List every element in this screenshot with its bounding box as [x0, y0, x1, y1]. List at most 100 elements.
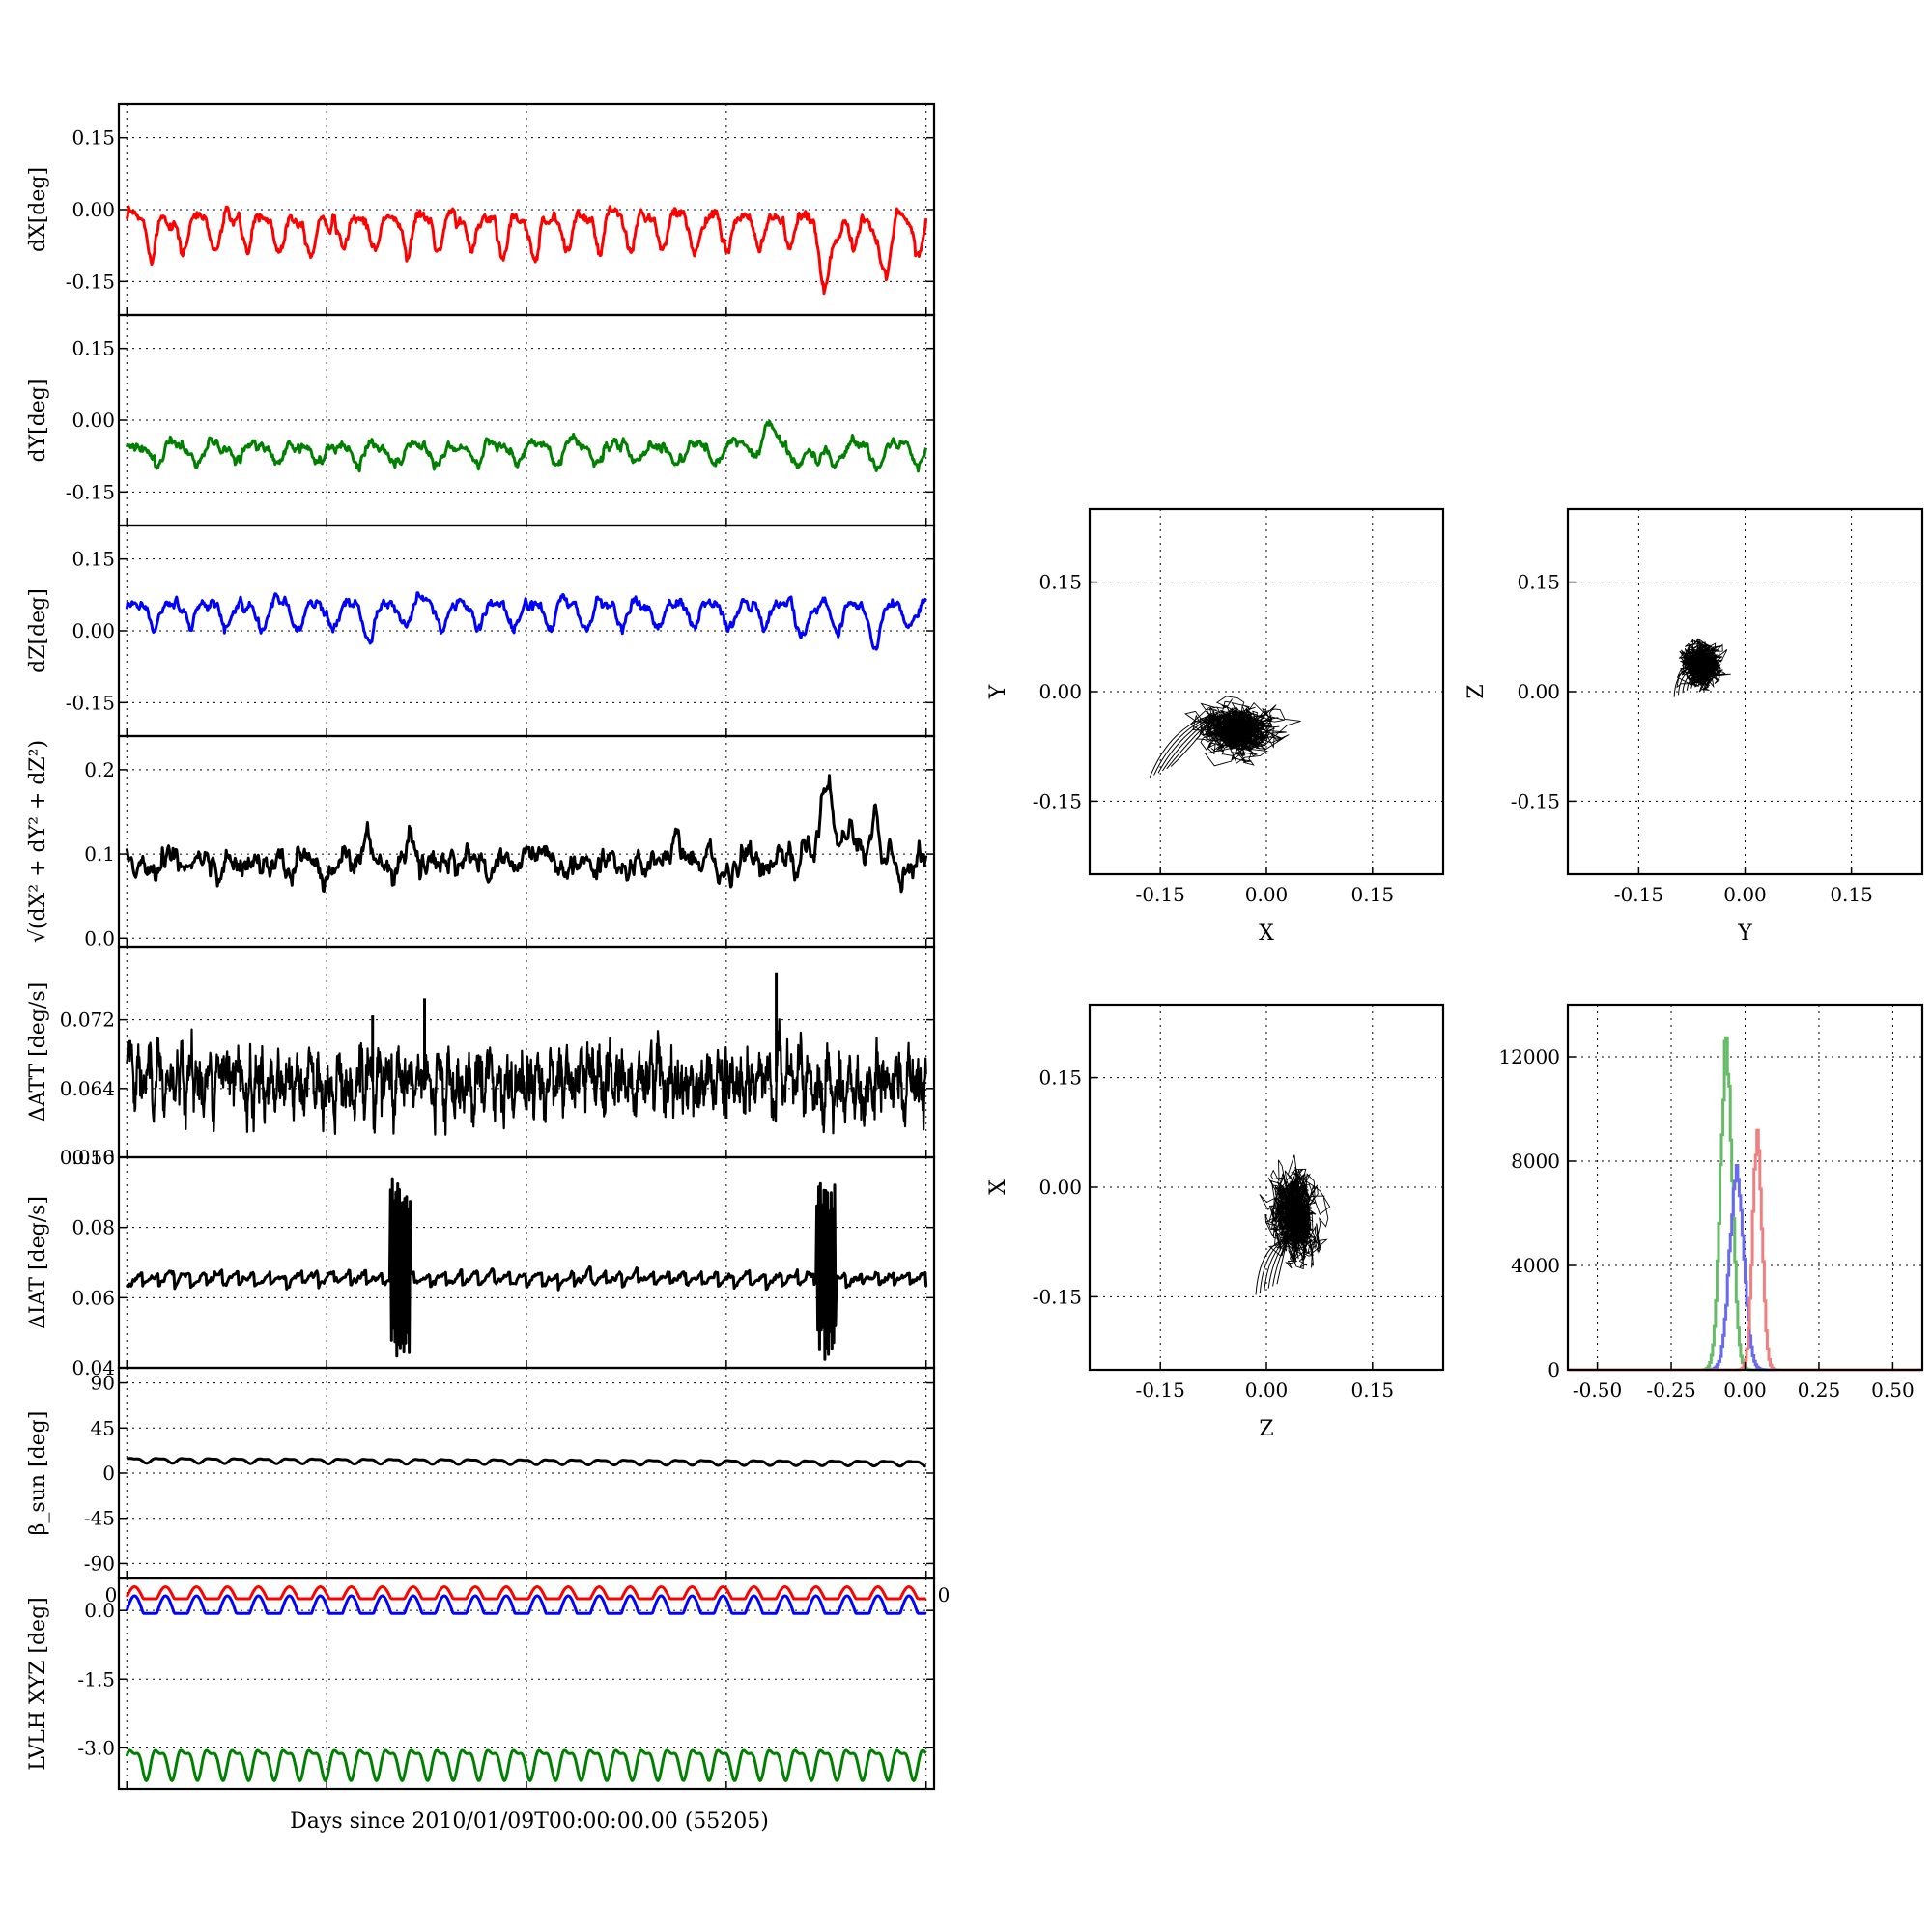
datt-ytick-label-0: 0.072 — [60, 1009, 115, 1032]
zy-ytick-label-0: -0.15 — [1511, 789, 1560, 812]
zy-scatter-points — [1673, 638, 1731, 697]
zy-xtick-label-0: -0.15 — [1614, 883, 1663, 906]
dx-ytick-label-0: 0.15 — [71, 127, 115, 150]
dy-ytick-label-0: 0.15 — [71, 337, 115, 360]
dx-ylabel: dX[deg] — [26, 167, 50, 252]
xy-ytick-label-2: 0.15 — [1038, 571, 1082, 594]
diat-ytick-label-3: 0.04 — [71, 1356, 115, 1379]
dx-ytick-label-1: 0.00 — [71, 198, 115, 221]
diat-ytick-label-0: 0.10 — [71, 1146, 115, 1169]
hist-xtick-label-0: -0.50 — [1573, 1378, 1622, 1402]
bsun-ytick-label-4: -90 — [84, 1551, 115, 1575]
dx-series-red-line — [125, 205, 928, 296]
xy-xtick-label-0: -0.15 — [1136, 883, 1185, 906]
panel-zx: -0.15 -0.15 0.00 0.00 0.15 0.15 Z X — [986, 1003, 1445, 1441]
lvlh-ytick-label-0: 0.0 — [84, 1599, 115, 1622]
zx-scatter-tail-2 — [1264, 1237, 1289, 1292]
bsun-ytick-label-3: -45 — [84, 1507, 115, 1530]
lvlh-series-blue-line — [125, 1594, 927, 1615]
zy-scatter-tail-5 — [1694, 669, 1703, 687]
dtot-ytick-label-2: 0.0 — [84, 926, 115, 950]
panel-lvlh: 0.0 -1.5 -3.0 LVLH XYZ [deg] — [26, 1577, 936, 1791]
hist-xtick-label-3: 0.25 — [1798, 1378, 1841, 1402]
xy-xtick-label-1: 0.00 — [1245, 883, 1289, 906]
xy-scatter-tail-3 — [1161, 713, 1218, 772]
xy-scatter-tail-0 — [1149, 713, 1217, 779]
zy-ytick-label-2: 0.15 — [1517, 571, 1560, 594]
diat-ytick-label-1: 0.08 — [71, 1216, 115, 1239]
datt-ytick-label-2: 0.056 — [60, 1146, 115, 1169]
xy-ytick-label-0: -0.15 — [1033, 789, 1082, 812]
hist-ytick-label-3: 0 — [1548, 1358, 1560, 1381]
hist-ytick-label-2: 4000 — [1511, 1254, 1560, 1277]
zy-scatter-trace — [1676, 638, 1731, 693]
xy-scatter-tail-4 — [1166, 713, 1218, 770]
bsun-ylabel: β_sun [deg] — [26, 1411, 50, 1536]
zy-ytick-label-1: 0.00 — [1517, 680, 1560, 703]
zx-scatter-tail-1 — [1259, 1237, 1289, 1293]
zy-xlabel: Y — [1737, 922, 1752, 946]
panel-diat: 0.10 0.08 0.06 0.04 ΔIAT [deg/s] — [26, 1146, 936, 1379]
lvlh-series-red-line — [125, 1585, 927, 1601]
xy-scatter-tail-1 — [1153, 713, 1217, 776]
dtot-ytick-label-0: 0.2 — [84, 758, 115, 781]
dz-ytick-label-1: 0.00 — [71, 619, 115, 642]
xy-scatter-tail-5 — [1170, 713, 1218, 767]
zx-scatter-tail-4 — [1272, 1237, 1289, 1287]
hist-xtick-label-4: 0.50 — [1871, 1378, 1915, 1402]
bsun-ytick-label-2: 0 — [102, 1462, 115, 1485]
diat-ylabel: ΔIAT [deg/s] — [26, 1196, 50, 1329]
bsun-ytick-label-1: 45 — [91, 1416, 115, 1439]
dtot-ylabel: √(dX² + dY² + dZ²) — [26, 740, 50, 943]
diat-series-black-line — [125, 1177, 928, 1361]
zx-scatter-points — [1255, 1154, 1331, 1295]
dtot-series-black-line — [125, 774, 928, 894]
diat-ytick-label-2: 0.06 — [71, 1286, 115, 1309]
bsun-xtick-label-4: 0 — [938, 1583, 951, 1606]
bsun-ytick-label-0: 90 — [91, 1372, 115, 1395]
zx-scatter-tail-0 — [1255, 1237, 1289, 1295]
dz-ytick-label-2: -0.15 — [66, 691, 115, 714]
hist-xtick-label-1: -0.25 — [1646, 1378, 1695, 1402]
zx-ytick-label-2: 0.15 — [1038, 1066, 1082, 1090]
xy-ytick-label-1: 0.00 — [1038, 680, 1082, 703]
zx-ytick-label-1: 0.00 — [1038, 1176, 1082, 1199]
panel-hist: -0.50 -0.25 0.00 0.25 0.50 12000 8000 4000 0 — [1498, 1003, 1924, 1402]
dy-ytick-label-1: 0.00 — [71, 409, 115, 432]
datt-ytick-label-1: 0.064 — [60, 1077, 115, 1100]
zx-ylabel: X — [986, 1179, 1010, 1195]
lvlh-ylabel: LVLH XYZ [deg] — [26, 1597, 50, 1771]
zx-scatter-tail-3 — [1267, 1237, 1289, 1289]
zy-scatter-tail-3 — [1686, 668, 1703, 691]
xy-xtick-label-2: 0.15 — [1351, 883, 1395, 906]
zx-xtick-label-2: 0.15 — [1351, 1378, 1395, 1402]
zx-scatter-trace — [1259, 1154, 1331, 1270]
zy-scatter-tail-4 — [1690, 668, 1703, 689]
hist-xtick-label-2: 0.00 — [1723, 1378, 1767, 1402]
zy-xtick-label-2: 0.15 — [1830, 883, 1873, 906]
main-x-axis-label: Days since 2010/01/09T00:00:00.00 (55205… — [290, 1809, 769, 1833]
dz-ylabel: dZ[deg] — [26, 588, 50, 673]
dtot-ytick-label-1: 0.1 — [84, 842, 115, 866]
zx-scatter-tail-5 — [1276, 1237, 1289, 1285]
zy-scatter-tail-1 — [1678, 668, 1703, 696]
zx-xtick-label-0: -0.15 — [1136, 1378, 1185, 1402]
panel-zy: -0.15 -0.15 0.00 0.00 0.15 0.15 Y Z — [1464, 507, 1924, 946]
dy-ytick-label-2: -0.15 — [66, 480, 115, 503]
hist-ytick-label-1: 8000 — [1511, 1150, 1560, 1173]
dx-ytick-label-2: -0.15 — [66, 270, 115, 293]
panel-dx: 0.15 0.00 -0.15 dX[deg] — [26, 102, 936, 317]
zy-xtick-label-1: 0.00 — [1723, 883, 1767, 906]
zy-scatter-tail-0 — [1673, 668, 1703, 697]
dy-series-green-line — [125, 420, 928, 473]
lvlh-ytick-label-1: -1.5 — [77, 1667, 115, 1690]
dy-ylabel: dY[deg] — [26, 379, 50, 463]
zy-ylabel: Z — [1464, 684, 1489, 698]
dz-series-blue-line — [125, 591, 927, 651]
xy-scatter-points — [1149, 696, 1301, 779]
lvlh-series-green-line — [125, 1748, 927, 1782]
panel-xy: -0.15 -0.15 0.00 0.00 0.15 0.15 X Y — [986, 507, 1445, 946]
xy-xlabel: X — [1259, 922, 1274, 946]
xy-ylabel: Y — [986, 684, 1010, 699]
